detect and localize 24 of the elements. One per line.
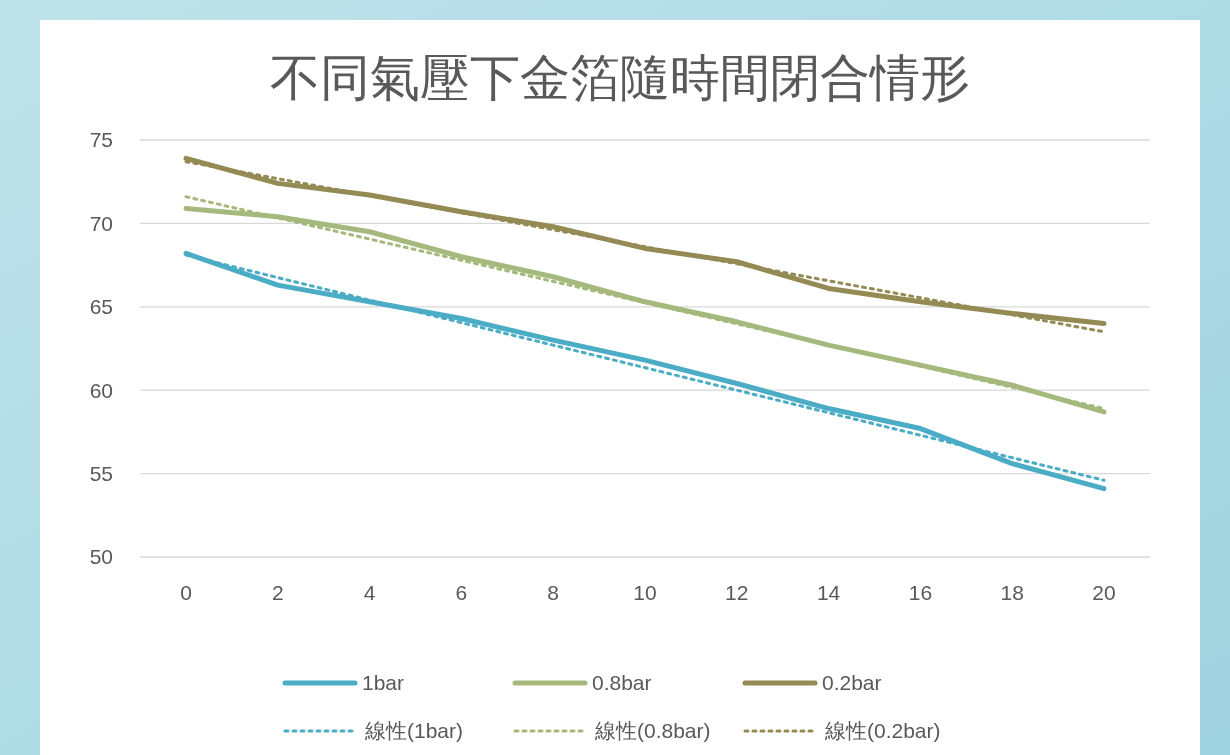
y-tick-label: 70: [89, 211, 113, 235]
legend-label: 線性(1bar): [364, 719, 464, 743]
chart-title: 不同氣壓下金箔隨時間閉合情形: [270, 50, 970, 106]
x-tick-label: 16: [908, 581, 933, 604]
y-tick-label: 60: [89, 378, 113, 402]
x-tick-label: 4: [363, 581, 376, 604]
y-tick-label: 55: [89, 461, 113, 485]
legend-label: 線性(0.8bar): [594, 719, 711, 743]
x-tick-label: 6: [455, 581, 468, 604]
x-tick-label: 8: [547, 581, 560, 604]
legend-label: 0.8bar: [592, 671, 652, 695]
x-tick-label: 12: [725, 581, 749, 604]
x-tick-label: 0: [180, 581, 192, 604]
x-tick-label: 14: [816, 581, 841, 604]
x-tick-label: 18: [1000, 581, 1024, 604]
x-tick-label: 2: [271, 581, 284, 604]
y-tick-label: 65: [89, 295, 113, 319]
y-tick-label: 75: [89, 128, 113, 152]
y-tick-label: 50: [89, 545, 113, 569]
legend-label: 線性(0.2bar): [824, 719, 941, 743]
x-tick-label: 20: [1092, 581, 1116, 604]
legend-label: 1bar: [362, 671, 405, 695]
legend-label: 0.2bar: [822, 671, 882, 695]
x-tick-label: 10: [633, 581, 657, 604]
